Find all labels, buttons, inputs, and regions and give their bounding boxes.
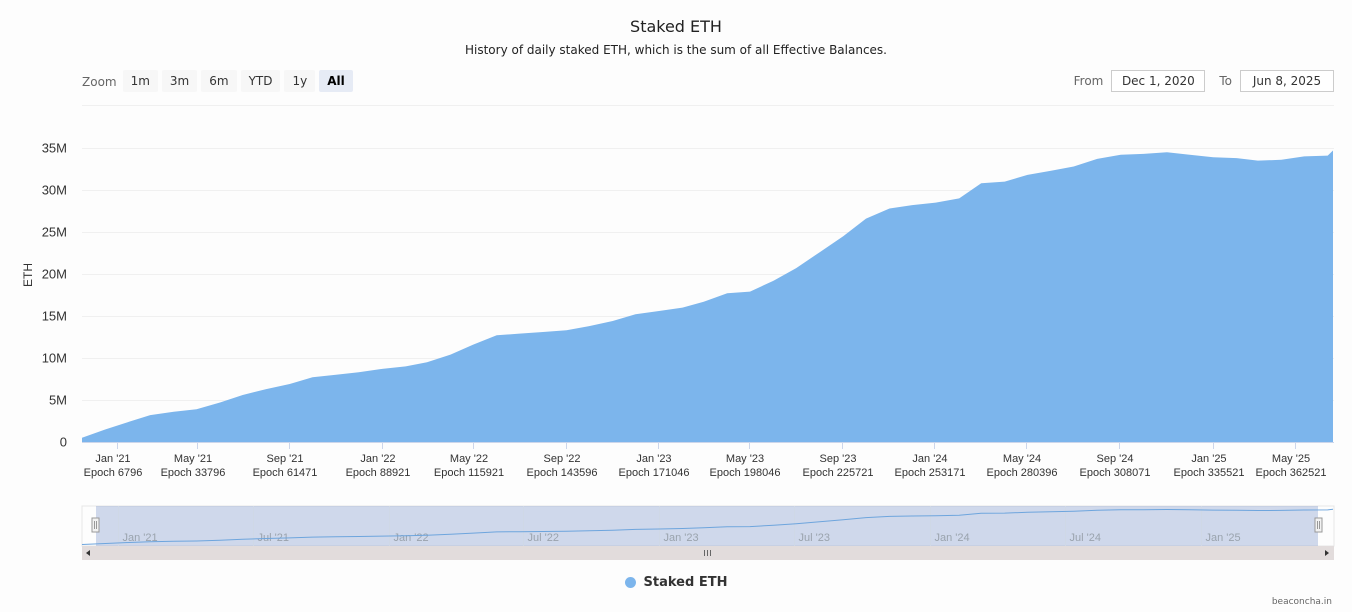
svg-text:May '21: May '21 — [174, 453, 212, 465]
svg-text:Epoch 115921: Epoch 115921 — [434, 467, 504, 479]
svg-text:Sep '21: Sep '21 — [267, 453, 304, 465]
zoom-button-ytd[interactable]: YTD — [240, 70, 281, 92]
range-selector-buttons: Zoom 1m 3m 6m YTD 1y All — [82, 70, 353, 92]
svg-text:Epoch 225721: Epoch 225721 — [803, 467, 874, 479]
svg-text:30M: 30M — [42, 183, 67, 198]
scroll-right-arrow-icon[interactable] — [1325, 550, 1329, 556]
range-selector-divider — [82, 105, 1334, 106]
svg-text:Epoch 335521: Epoch 335521 — [1174, 467, 1245, 479]
from-date-input[interactable]: Dec 1, 2020 — [1111, 70, 1206, 92]
navigator-selected-range[interactable] — [96, 506, 1318, 546]
svg-text:May '22: May '22 — [450, 453, 488, 465]
x-axis-labels: Jan '21 Epoch 6796 May '21 Epoch 33796 Sep '… — [84, 443, 1327, 479]
svg-text:Jul '24: Jul '24 — [1070, 532, 1101, 544]
svg-text:May '24: May '24 — [1003, 453, 1041, 465]
svg-text:Jan '23: Jan '23 — [636, 453, 671, 465]
svg-text:Jan '22: Jan '22 — [360, 453, 395, 465]
staked-eth-area-series[interactable] — [82, 150, 1333, 443]
svg-text:15M: 15M — [42, 309, 67, 324]
svg-text:Epoch 61471: Epoch 61471 — [253, 467, 318, 479]
svg-text:Jan '21: Jan '21 — [95, 453, 130, 465]
chart-subtitle: History of daily staked ETH, which is th… — [464, 43, 887, 57]
legend: Staked ETH — [0, 575, 1352, 590]
svg-text:Epoch 88921: Epoch 88921 — [346, 467, 411, 479]
svg-text:May '25: May '25 — [1272, 453, 1310, 465]
svg-text:Sep '23: Sep '23 — [820, 453, 857, 465]
svg-text:Jan '23: Jan '23 — [664, 532, 699, 544]
svg-text:Epoch 362521: Epoch 362521 — [1256, 467, 1327, 479]
zoom-button-all[interactable]: All — [319, 70, 353, 92]
legend-item-staked-eth[interactable]: Staked ETH — [643, 575, 728, 590]
svg-text:Jan '21: Jan '21 — [123, 532, 158, 544]
svg-text:Epoch 143596: Epoch 143596 — [527, 467, 598, 479]
zoom-button-6m[interactable]: 6m — [201, 70, 237, 92]
zoom-label: Zoom — [82, 75, 117, 89]
navigator-right-handle[interactable] — [1314, 517, 1323, 533]
svg-text:Sep '22: Sep '22 — [544, 453, 581, 465]
zoom-button-3m[interactable]: 3m — [161, 70, 198, 92]
to-label: To — [1219, 74, 1232, 88]
svg-text:Jul '22: Jul '22 — [528, 532, 559, 544]
navigator-left-handle[interactable] — [91, 517, 100, 533]
svg-text:Jan '24: Jan '24 — [912, 453, 947, 465]
svg-text:0: 0 — [60, 435, 67, 450]
scrollbar-grip-icon — [704, 550, 711, 556]
svg-text:Jan '24: Jan '24 — [935, 532, 970, 544]
svg-text:Sep '24: Sep '24 — [1097, 453, 1134, 465]
svg-text:25M: 25M — [42, 225, 67, 240]
navigator[interactable]: Jan '21 Jul '21 Jan '22 Jul '22 Jan '23 Jul '… — [81, 505, 1335, 547]
credits-link[interactable]: beaconcha.in — [1271, 597, 1332, 607]
zoom-button-1m[interactable]: 1m — [122, 70, 158, 92]
scrollbar[interactable] — [82, 546, 1334, 560]
scroll-left-arrow-icon[interactable] — [86, 550, 90, 556]
chart-title: Staked ETH — [630, 17, 722, 36]
svg-text:Jan '25: Jan '25 — [1191, 453, 1226, 465]
zoom-button-1y[interactable]: 1y — [284, 70, 316, 92]
svg-text:20M: 20M — [42, 267, 67, 282]
svg-text:Epoch 6796: Epoch 6796 — [84, 467, 143, 479]
svg-text:Epoch 308071: Epoch 308071 — [1080, 467, 1151, 479]
svg-text:Epoch 171046: Epoch 171046 — [619, 467, 690, 479]
svg-text:Jan '25: Jan '25 — [1206, 532, 1241, 544]
svg-text:Epoch 198046: Epoch 198046 — [710, 467, 781, 479]
svg-text:May '23: May '23 — [726, 453, 764, 465]
svg-text:Epoch 253171: Epoch 253171 — [895, 467, 966, 479]
svg-text:Jan '22: Jan '22 — [394, 532, 429, 544]
svg-text:35M: 35M — [42, 141, 67, 156]
y-axis-title: ETH — [21, 263, 35, 287]
y-axis-labels: 0 5M 10M 15M 20M 25M 30M 35M — [42, 141, 67, 450]
from-label: From — [1073, 74, 1104, 88]
to-date-input[interactable]: Jun 8, 2025 — [1240, 70, 1334, 92]
svg-text:10M: 10M — [42, 351, 67, 366]
svg-text:Epoch 280396: Epoch 280396 — [987, 467, 1058, 479]
svg-text:Jul '23: Jul '23 — [799, 532, 830, 544]
svg-text:5M: 5M — [49, 393, 67, 408]
navigator-series-line — [81, 508, 1334, 545]
svg-text:Epoch 33796: Epoch 33796 — [161, 467, 226, 479]
circle-marker-icon — [624, 577, 636, 588]
date-range-inputs: From Dec 1, 2020 To Jun 8, 2025 — [1068, 70, 1334, 92]
